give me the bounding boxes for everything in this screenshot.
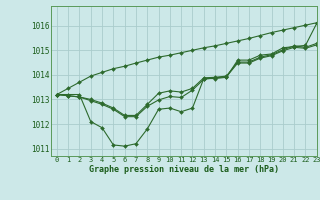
X-axis label: Graphe pression niveau de la mer (hPa): Graphe pression niveau de la mer (hPa) xyxy=(89,165,279,174)
